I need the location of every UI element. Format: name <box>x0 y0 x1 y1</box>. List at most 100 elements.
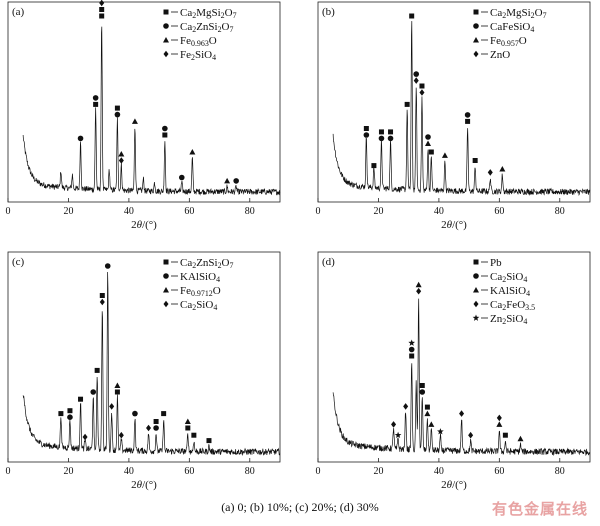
square-marker <box>114 105 120 111</box>
diamond-marker <box>487 169 493 176</box>
x-tick-label: 20 <box>373 466 383 477</box>
legend-label: Pb <box>490 257 502 269</box>
square-marker <box>99 7 105 12</box>
x-tick-label: 80 <box>245 206 255 217</box>
square-marker <box>162 132 168 138</box>
square-marker <box>67 408 73 414</box>
x-tick-label: 40 <box>124 206 134 217</box>
triangle-marker <box>163 37 169 43</box>
plot-frame <box>317 251 591 463</box>
square-marker <box>404 101 410 107</box>
legend-label: Ca2​ZnSi2​O7​ <box>180 257 234 270</box>
x-axis-label: 2θ/(°) <box>441 219 467 231</box>
triangle-marker <box>415 281 422 288</box>
diamond-marker <box>146 424 152 432</box>
legend-item: CaFeSiO4​ <box>473 21 534 34</box>
legend-item: Ca2​ZnSi2​O7​ <box>163 257 234 270</box>
circle-marker <box>408 346 415 353</box>
x-tick-label: 80 <box>555 466 565 477</box>
square-marker <box>502 432 508 438</box>
circle-marker <box>413 71 420 77</box>
legend-label: Fe0.957​O <box>490 35 527 48</box>
xrd-pattern-line <box>22 272 281 456</box>
x-tick-label: 0 <box>316 206 321 217</box>
circle-marker <box>178 174 185 181</box>
x-tick-label: 60 <box>494 206 504 217</box>
x-axis-label: 2θ/(°) <box>131 479 157 491</box>
triangle-marker <box>425 140 432 146</box>
circle-marker <box>419 389 426 395</box>
diamond-marker <box>109 403 115 410</box>
plot-frame <box>7 251 281 463</box>
diamond-marker <box>416 287 422 295</box>
plot-frame <box>317 1 591 203</box>
circle-marker <box>153 425 159 431</box>
diamond-marker <box>496 414 502 422</box>
triangle-marker <box>189 149 196 155</box>
legend-item: Ca2​MgSi2​O7​ <box>473 7 547 20</box>
triangle-marker <box>184 418 191 424</box>
diamond-marker <box>82 433 88 441</box>
circle-marker <box>114 111 121 118</box>
square-marker <box>428 149 434 155</box>
circle-marker <box>104 263 111 269</box>
legend-item: Ca2​SiO4​ <box>163 299 217 312</box>
diamond-marker <box>419 89 425 96</box>
legend-label: Ca2​MgSi2​O7​ <box>490 7 547 20</box>
legend-label: Ca2​FeO3.5​ <box>490 299 535 312</box>
circle-marker <box>363 132 370 138</box>
square-marker <box>388 129 394 135</box>
diamond-marker <box>118 431 124 439</box>
xrd-pattern-line <box>332 21 591 196</box>
x-tick-label: 0 <box>6 206 11 217</box>
legend-item: Ca2​MgSi2​O7​ <box>163 7 237 20</box>
triangle-marker <box>496 421 503 427</box>
triangle-marker <box>131 118 138 124</box>
legend-label: KAlSiO4​ <box>180 271 220 284</box>
diamond-marker <box>473 50 479 58</box>
panel-label: (d) <box>322 256 335 268</box>
square-marker <box>191 432 197 438</box>
legend-label: ZnO <box>490 49 510 61</box>
circle-marker <box>425 134 431 140</box>
circle-marker <box>473 273 479 279</box>
panel-label: (c) <box>12 256 25 268</box>
triangle-marker <box>473 37 479 43</box>
square-marker <box>94 367 100 373</box>
square-marker <box>153 419 159 424</box>
legend-item: KAlSiO4​ <box>163 271 220 284</box>
square-marker <box>93 101 99 107</box>
triangle-marker <box>118 151 125 157</box>
x-tick-label: 20 <box>63 206 73 217</box>
xrd-pattern-line <box>332 298 591 457</box>
x-tick-label: 20 <box>63 466 73 477</box>
triangle-marker <box>424 410 431 417</box>
x-tick-label: 0 <box>316 466 321 477</box>
diamond-marker <box>473 300 479 308</box>
star-marker <box>408 339 416 346</box>
square-marker <box>419 83 425 89</box>
x-tick-label: 40 <box>434 206 444 217</box>
xrd-panel-2: 0 20 40 60 80 2θ/(°) (b) Ca2​MgSi2​O7​CaFeSiO4​… <box>316 1 591 231</box>
diamond-marker <box>118 157 124 164</box>
watermark-text: 有色金属在线 <box>491 500 588 518</box>
circle-marker <box>67 414 73 421</box>
square-marker <box>472 158 478 163</box>
square-marker <box>371 163 377 169</box>
x-axis-label: 2θ/(°) <box>131 219 157 231</box>
square-marker <box>78 396 84 402</box>
panel-label: (b) <box>322 6 335 18</box>
square-marker <box>378 129 384 135</box>
x-tick-label: 60 <box>184 206 194 217</box>
circle-marker <box>387 135 394 142</box>
legend-item: Pb <box>473 257 502 269</box>
triangle-marker <box>517 435 524 442</box>
diamond-marker <box>163 300 169 308</box>
circle-marker <box>77 135 84 142</box>
xrd-panel-4: 0 20 40 60 80 2θ/(°) (d) Pb Ca2​SiO4​KAlSiO4​Ca2… <box>316 251 591 491</box>
circle-marker <box>162 125 168 132</box>
diamond-marker <box>99 0 105 7</box>
x-axis-label: 2θ/(°) <box>441 479 467 491</box>
square-marker <box>185 425 191 431</box>
